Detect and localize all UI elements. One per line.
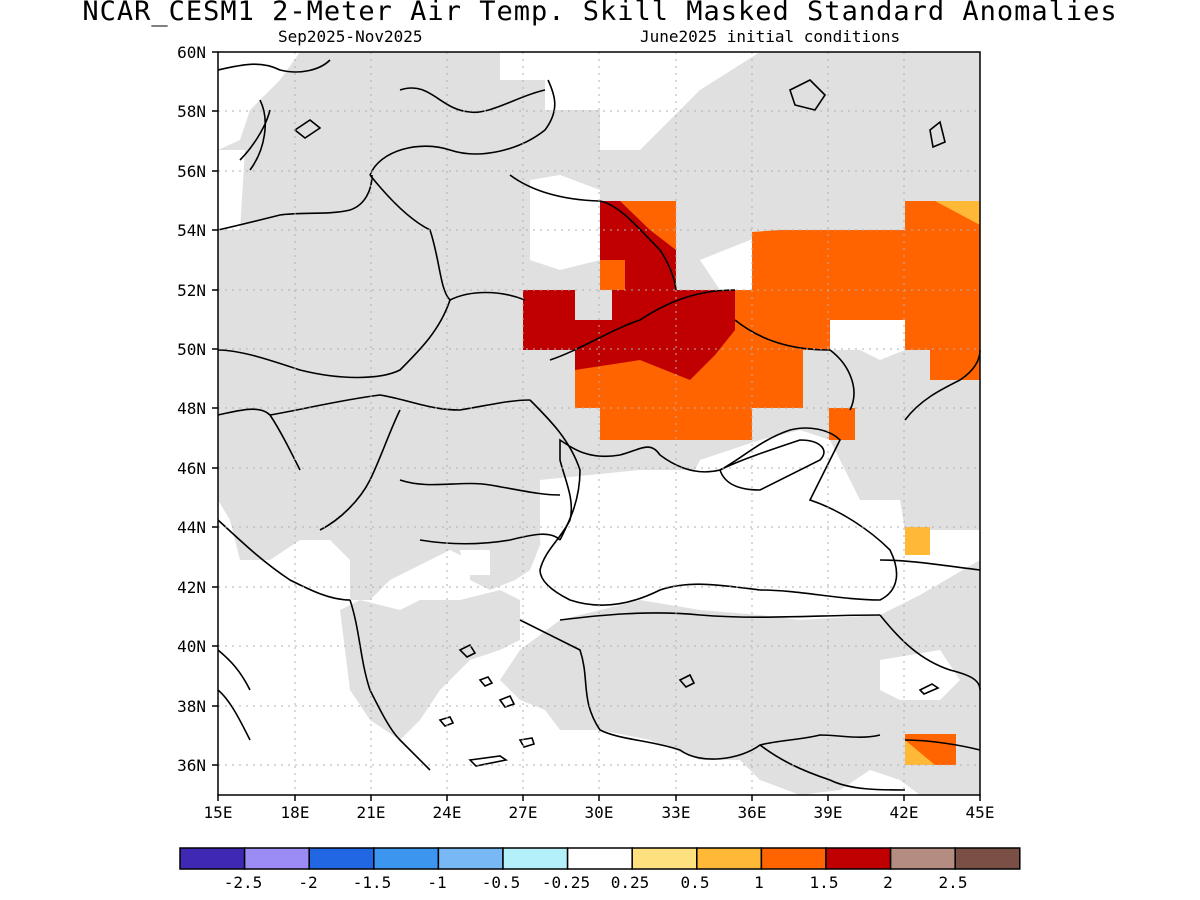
lon-label: 27E [508, 803, 538, 822]
colorbar-swatch [373, 847, 440, 870]
colorbar-label: 0.5 [680, 873, 710, 892]
lon-label: 33E [661, 803, 691, 822]
colorbar-label: -1 [427, 873, 447, 892]
map-title: NCAR_CESM1 2-Meter Air Temp. Skill Maske… [82, 0, 1118, 27]
colorbar-swatch [696, 847, 763, 870]
colorbar-label: 1.5 [809, 873, 839, 892]
colorbar-swatch [825, 847, 892, 870]
lon-label: 21E [356, 803, 386, 822]
lon-label: 18E [280, 803, 310, 822]
colorbar-swatch [437, 847, 504, 870]
lon-label: 15E [203, 803, 233, 822]
lat-label: 58N [177, 102, 206, 121]
lon-label: 45E [965, 803, 995, 822]
lon-label: 39E [813, 803, 843, 822]
lat-label: 36N [177, 756, 206, 775]
colorbar-label: 2 [883, 873, 893, 892]
lat-label: 44N [177, 518, 206, 537]
colorbar-swatch [566, 847, 633, 870]
lon-label: 24E [432, 803, 462, 822]
colorbar-swatch [760, 847, 827, 870]
colorbar-label: 0.25 [610, 873, 650, 892]
anomaly-cells [523, 201, 980, 765]
colorbar-swatch [631, 847, 698, 870]
lat-label: 42N [177, 578, 206, 597]
colorbar-swatch [954, 847, 1021, 870]
colorbar-label: -2.5 [223, 873, 263, 892]
colorbar-label: 2.5 [938, 873, 968, 892]
lat-label: 52N [177, 281, 206, 300]
white-holes [218, 52, 960, 700]
lat-label: 60N [177, 43, 206, 62]
lat-label: 40N [177, 637, 206, 656]
colorbar-label: -0.25 [541, 873, 591, 892]
lon-label: 42E [889, 803, 919, 822]
forecast-period: Sep2025-Nov2025 [278, 27, 423, 46]
map-frame [212, 51, 981, 801]
lon-label: 36E [737, 803, 767, 822]
colorbar-swatch [308, 847, 375, 870]
lat-label: 46N [177, 459, 206, 478]
lat-label: 38N [177, 697, 206, 716]
coastlines-borders [217, 59, 981, 791]
grid-lines [218, 52, 980, 795]
colorbar-label: -0.5 [481, 873, 521, 892]
colorbar-label: -2 [298, 873, 318, 892]
colorbar-label: 1 [754, 873, 764, 892]
lat-label: 50N [177, 340, 206, 359]
colorbar-swatch [889, 847, 956, 870]
colorbar-label: -1.5 [352, 873, 392, 892]
lat-label: 54N [177, 221, 206, 240]
lat-label: 56N [177, 162, 206, 181]
lat-label: 48N [177, 399, 206, 418]
lon-label: 30E [584, 803, 614, 822]
initial-conditions: June2025 initial conditions [640, 27, 901, 46]
colorbar-swatch [502, 847, 569, 870]
colorbar-swatch [243, 847, 310, 870]
colorbar-swatch [179, 847, 246, 870]
colorbar [179, 847, 1021, 870]
